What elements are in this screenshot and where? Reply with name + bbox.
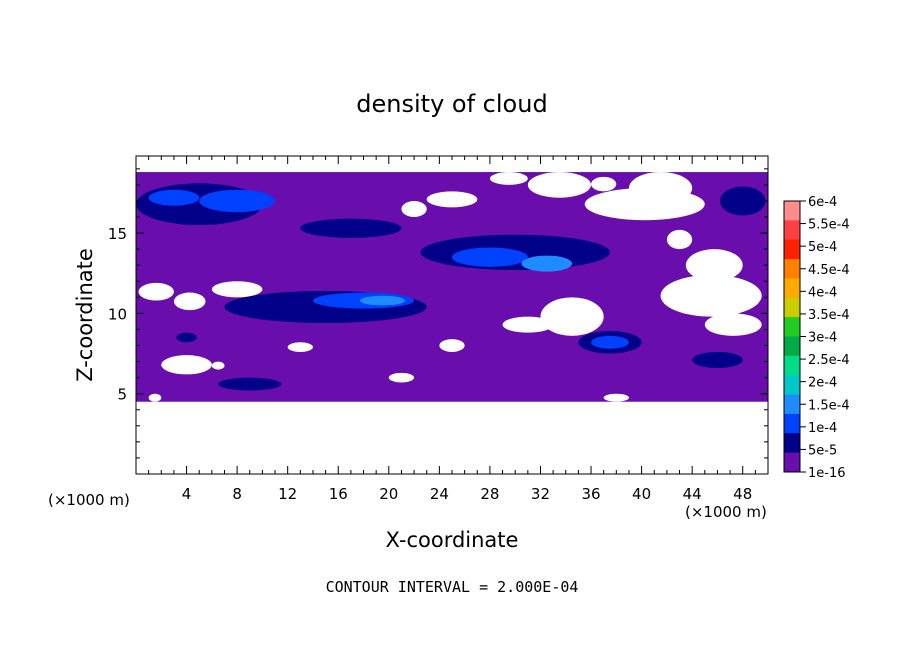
- cloud-core: [148, 189, 200, 206]
- colorbar-label: 2.5e-4: [808, 353, 850, 368]
- colorbar-swatch: [784, 201, 800, 221]
- colorbar-label: 1.5e-4: [808, 398, 850, 413]
- clear-region: [660, 274, 762, 317]
- x-tick-label: 44: [683, 485, 702, 503]
- cloud-core: [359, 295, 406, 306]
- colorbar-label: 5e-4: [808, 240, 837, 255]
- cloud-core: [300, 218, 402, 238]
- x-tick-label: 48: [733, 485, 752, 503]
- clear-air-regions: [138, 172, 762, 402]
- x-tick-label: 24: [430, 485, 449, 503]
- colorbar-label: 1e-4: [808, 421, 837, 436]
- x-tick-label: 8: [232, 485, 242, 503]
- colorbar-swatch: [784, 317, 800, 337]
- x-tick-label: 20: [379, 485, 398, 503]
- colorbar-swatch: [784, 239, 800, 260]
- colorbar-label: 4.5e-4: [808, 263, 850, 278]
- x-tick-label: 36: [581, 485, 600, 503]
- clear-region: [502, 316, 554, 333]
- clear-region: [628, 172, 693, 205]
- clear-region: [704, 313, 762, 336]
- colorbar-swatch: [784, 394, 800, 415]
- clear-region: [603, 393, 629, 402]
- clear-region: [489, 172, 528, 185]
- cloud-core: [199, 189, 276, 213]
- z-unit-label: (×1000 m): [48, 491, 130, 509]
- colorbar-swatch: [784, 355, 800, 376]
- clear-region: [388, 372, 415, 383]
- colorbar-swatch: [784, 413, 800, 434]
- clear-region: [148, 393, 162, 402]
- y-tick-label: 15: [108, 225, 127, 243]
- colorbar-label: 3e-4: [808, 331, 837, 346]
- clear-region: [401, 200, 427, 218]
- colorbar-label: 2e-4: [808, 376, 837, 391]
- clear-region: [211, 361, 225, 370]
- x-tick-label: 12: [278, 485, 297, 503]
- colorbar-swatch: [784, 297, 800, 318]
- clear-region: [161, 355, 212, 375]
- clear-region: [685, 249, 743, 282]
- y-axis: 5 10 15: [108, 168, 768, 459]
- colorbar-swatch: [784, 452, 800, 473]
- cloud-core: [521, 255, 573, 272]
- clear-region: [591, 176, 617, 192]
- clear-region: [287, 342, 313, 352]
- cloud-core: [176, 332, 197, 343]
- x-axis: 4 8 12 16 20 24 28 32 36 40 44 48: [148, 156, 756, 503]
- colorbar-label: 5.5e-4: [808, 218, 850, 233]
- clear-region: [439, 339, 465, 352]
- cloud-core: [218, 377, 282, 391]
- contour-interval-note: CONTOUR INTERVAL = 2.000E-04: [326, 578, 579, 596]
- clear-region: [540, 297, 604, 336]
- colorbar-swatch: [784, 375, 800, 396]
- y-axis-title: Z-coordinate: [73, 248, 97, 382]
- x-axis-title: X-coordinate: [386, 528, 519, 552]
- colorbar-label: 1e-16: [808, 466, 846, 481]
- cloud-core: [452, 247, 528, 267]
- clear-region: [666, 229, 693, 250]
- cloud-core: [692, 351, 743, 368]
- clear-region: [426, 191, 478, 208]
- colorbar-swatch: [784, 220, 800, 241]
- cloud-core: [719, 186, 766, 216]
- colorbar-label: 5e-5: [808, 443, 837, 458]
- colorbar-swatch: [784, 336, 800, 357]
- clear-region: [138, 282, 174, 301]
- x-tick-label: 40: [632, 485, 651, 503]
- y-tick-label: 5: [117, 386, 127, 404]
- colorbar-swatch: [784, 259, 800, 279]
- y-tick-label: 10: [108, 305, 127, 323]
- colorbar-label: 4e-4: [808, 285, 837, 300]
- x-tick-label: 32: [531, 485, 550, 503]
- colorbar-swatch: [784, 278, 800, 299]
- colorbar-swatch: [784, 433, 800, 454]
- x-unit-label: (×1000 m): [685, 503, 767, 521]
- x-tick-label: 28: [480, 485, 499, 503]
- colorbar-label: 3.5e-4: [808, 308, 850, 323]
- clear-region: [173, 292, 206, 311]
- chart-title: density of cloud: [356, 90, 547, 118]
- clear-region: [211, 281, 263, 298]
- x-tick-label: 16: [329, 485, 348, 503]
- x-tick-label: 4: [182, 485, 192, 503]
- cloud-core: [591, 335, 629, 349]
- colorbar: 6e-4 5.5e-4 5e-4 4.5e-4 4e-4 3.5e-4 3e-4 2.5e-4…: [783, 195, 850, 481]
- colorbar-label: 6e-4: [808, 195, 837, 210]
- cloud-cores: [136, 183, 766, 391]
- clear-region: [527, 172, 592, 198]
